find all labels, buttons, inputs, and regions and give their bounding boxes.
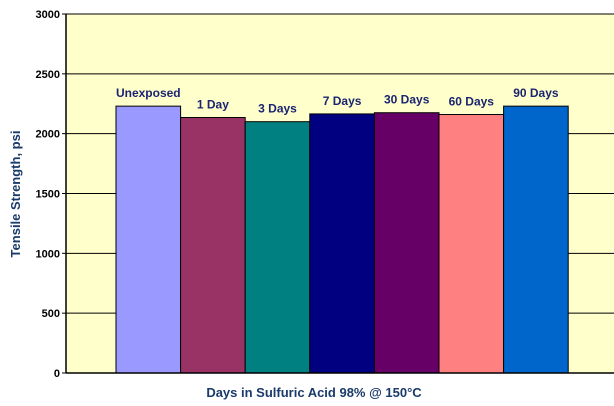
y-tick-label: 0 [54, 368, 60, 380]
data-label: 1 Day [197, 98, 229, 112]
bar-unexposed [115, 105, 182, 374]
y-tick-label: 1000 [36, 248, 60, 260]
data-label: 60 Days [449, 95, 495, 109]
bar-30-days [373, 112, 440, 374]
y-tick-label: 2500 [36, 69, 60, 81]
y-tick-label: 3000 [36, 9, 60, 21]
data-label: 3 Days [258, 102, 297, 116]
bar-1-day [180, 117, 246, 374]
bar-90-days [503, 105, 569, 374]
bar-7-days [309, 113, 375, 374]
y-tick-label: 1500 [36, 189, 60, 201]
data-label: 30 Days [384, 93, 430, 107]
y-axis-title: Tensile Strength, psi [8, 131, 23, 258]
y-tick-label: 500 [42, 308, 60, 320]
y-tick-labels: 0 500 1000 1500 2000 2500 3000 [36, 9, 66, 380]
data-label: 7 Days [323, 94, 362, 108]
bar-3-days [244, 121, 311, 374]
bar-data-labels: Unexposed 1 Day 3 Days 7 Days 30 Days 60 Days… [116, 86, 559, 116]
bar-60-days [438, 114, 505, 374]
x-axis-title: Days in Sulfuric Acid 98% @ 150°C [206, 385, 422, 400]
data-label: 90 Days [513, 86, 559, 100]
y-tick-label: 2000 [36, 129, 60, 141]
bar-series [115, 105, 569, 374]
data-label: Unexposed [116, 86, 181, 100]
